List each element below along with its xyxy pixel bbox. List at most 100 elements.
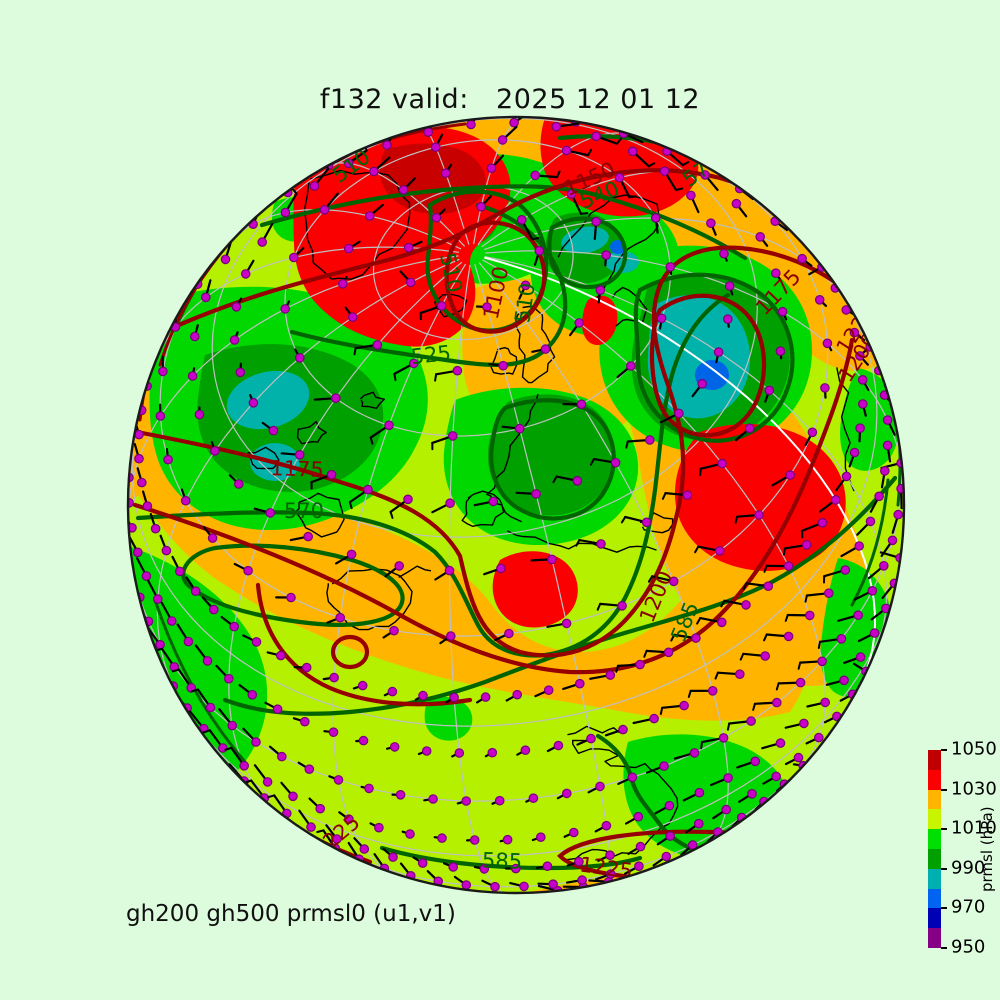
wind-barb-tick: [120, 581, 126, 583]
wind-barb-tick: [171, 668, 180, 673]
colorbar-tick-label: 970: [951, 896, 986, 918]
station-dot: [661, 851, 672, 862]
prmsl-fill-teal: [150, 296, 174, 316]
station-dot: [577, 875, 587, 885]
station-dot: [665, 262, 676, 272]
station-dot: [817, 656, 827, 667]
station-dot: [763, 581, 774, 591]
station-dot: [239, 760, 249, 771]
station-dot: [574, 318, 584, 328]
station-dot: [262, 777, 273, 787]
station-dot: [454, 748, 465, 758]
station-dot: [142, 501, 153, 511]
station-dot: [614, 172, 625, 183]
station-dot: [288, 252, 299, 263]
colorbar-tick-label: 1050: [951, 738, 997, 760]
station-dot: [755, 232, 765, 242]
prmsl-fill-green: [424, 697, 473, 741]
wind-barb-tick: [742, 582, 748, 590]
wind-barb-tick: [661, 492, 667, 500]
station-dot: [659, 166, 670, 176]
station-dot: [488, 496, 499, 507]
station-dot: [319, 205, 330, 215]
station-dot: [723, 773, 733, 783]
station-dot: [804, 610, 815, 621]
station-dot: [770, 268, 781, 278]
station-dot: [448, 862, 458, 872]
station-dot: [734, 669, 745, 679]
station-dot: [190, 331, 200, 342]
station-dot: [721, 804, 731, 815]
station-dot: [150, 523, 161, 534]
station-dot: [741, 600, 751, 610]
station-dot: [783, 631, 794, 642]
wind-barb-tick: [675, 187, 684, 191]
station-dot: [224, 673, 234, 684]
station-dot: [722, 314, 733, 324]
station-dot: [280, 304, 290, 314]
station-dot: [194, 409, 205, 420]
station-dot: [408, 358, 419, 369]
wind-barb-tick: [165, 690, 174, 696]
station-dot: [820, 383, 830, 393]
station-dot: [251, 637, 262, 647]
wind-barb-tick: [734, 515, 739, 524]
prmsl-fill-teal: [647, 295, 751, 419]
station-dot: [855, 351, 865, 361]
colorbar-segment: [928, 789, 941, 810]
station-dot: [180, 495, 191, 506]
station-dot: [807, 427, 818, 438]
station-dot: [440, 168, 451, 178]
meridian: [157, 246, 460, 355]
station-dot: [777, 306, 788, 317]
station-dot: [566, 189, 577, 199]
station-dot: [207, 533, 218, 543]
station-dot: [344, 814, 354, 824]
station-dot: [403, 242, 414, 253]
wind-barb-tick: [552, 475, 558, 484]
station-dot: [476, 201, 486, 212]
prmsl-fill-teal: [561, 226, 609, 254]
station-dot: [775, 346, 786, 356]
station-dot: [445, 631, 456, 641]
station-dot: [760, 651, 770, 661]
field-list-label: gh200 gh500 prmsl0 (u1,v1): [126, 901, 456, 927]
wind-barb-tick: [140, 625, 149, 630]
station-dot: [163, 454, 173, 465]
wind-barb-tick: [393, 372, 397, 382]
station-dot: [601, 820, 612, 831]
station-dot: [874, 491, 884, 502]
station-dot: [754, 510, 764, 520]
wind-barb-tick: [267, 794, 276, 799]
station-dot: [299, 716, 310, 727]
station-dot: [520, 745, 531, 755]
station-dot: [268, 425, 279, 436]
station-dot: [387, 686, 398, 697]
station-dot: [333, 775, 344, 785]
station-dot: [210, 446, 220, 456]
wind-barb-tick: [575, 539, 581, 547]
station-dot: [229, 621, 239, 632]
prmsl-fill-orange: [135, 462, 812, 721]
coastline: [296, 420, 327, 445]
station-dot: [697, 378, 707, 389]
wind-barb-tick: [193, 258, 202, 264]
station-dot: [605, 850, 615, 860]
station-dot: [364, 211, 375, 221]
station-dot: [746, 716, 756, 726]
station-dot: [398, 185, 409, 195]
station-dot: [744, 423, 755, 434]
station-dot: [357, 680, 368, 691]
station-dot: [635, 659, 645, 670]
wind-barb-tick: [202, 729, 211, 734]
station-dot: [665, 831, 675, 841]
station-dot: [364, 783, 374, 794]
station-dot: [240, 269, 251, 279]
station-dot: [229, 335, 240, 345]
wind-barb-tick: [647, 575, 654, 583]
station-dot: [403, 494, 413, 505]
coastline: [398, 565, 432, 579]
station-dot: [394, 561, 404, 571]
meridian: [448, 264, 505, 893]
station-dot: [247, 689, 258, 700]
